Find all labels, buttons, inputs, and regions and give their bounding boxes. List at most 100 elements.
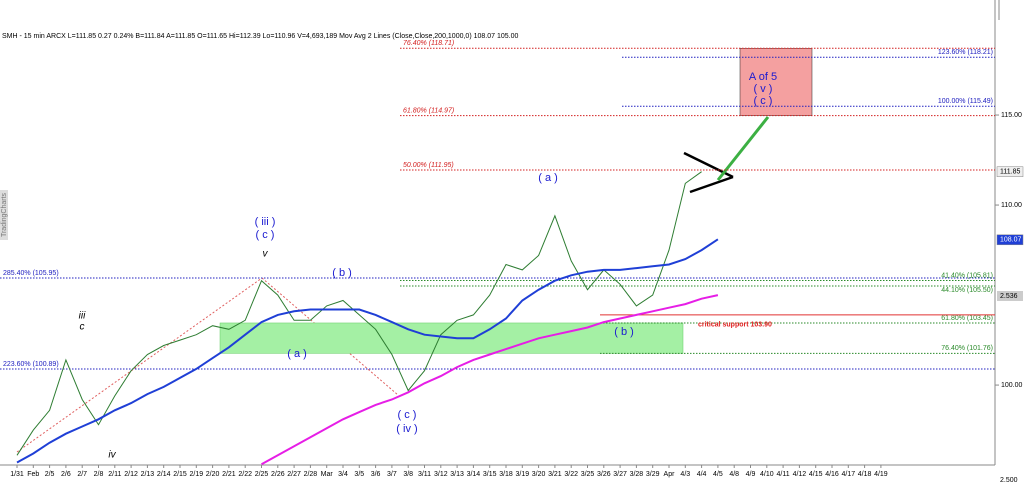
- y-tick-label: 110.00: [1001, 202, 1022, 209]
- price-line: [16, 171, 702, 456]
- ma-line: [261, 294, 719, 466]
- ma-line: [16, 238, 719, 464]
- wave-label: v: [263, 249, 269, 260]
- indicator-scale: 2.500: [1000, 477, 1018, 484]
- x-tick-label: 2/28: [304, 471, 318, 478]
- indicator-tag: [997, 291, 1023, 301]
- x-tick-label: 4/15: [809, 471, 823, 478]
- x-tick-label: 3/14: [467, 471, 481, 478]
- x-tick-label: 4/18: [858, 471, 872, 478]
- x-tick-label: 2/25: [255, 471, 269, 478]
- price-tag-label: 108.07: [1000, 237, 1022, 244]
- level-label: 76.40% (118.71): [403, 40, 454, 47]
- x-tick-label: 4/11: [777, 471, 790, 478]
- x-tick-label: 3/29: [646, 471, 660, 478]
- x-tick-label: 2/12: [124, 471, 138, 478]
- wave-label: ( iii ): [255, 216, 276, 228]
- x-tick-label: 3/8: [403, 471, 413, 478]
- price-tag: [996, 234, 1024, 246]
- x-tick-label: 4/16: [825, 471, 839, 478]
- wave-label: ( a ): [538, 172, 558, 184]
- wave-label: ( v ): [754, 83, 773, 95]
- wave-label: ( b ): [614, 326, 634, 338]
- wave-label: iv: [108, 450, 116, 461]
- side-tab: [0, 190, 8, 240]
- x-tick-label: 3/6: [371, 471, 381, 478]
- y-tick-label: 115.00: [1001, 112, 1022, 119]
- x-tick-label: 2/7: [77, 471, 87, 478]
- level-label: 50.00% (111.95): [403, 162, 454, 169]
- level-label: 223.60% (100.89): [3, 361, 59, 368]
- x-tick-label: 4/8: [729, 471, 739, 478]
- x-tick-label: 2/19: [189, 471, 203, 478]
- x-tick-label: 4/3: [680, 471, 690, 478]
- x-tick-label: 3/26: [597, 471, 611, 478]
- x-tick-label: 4/4: [697, 471, 707, 478]
- wave-label: iii: [79, 311, 86, 322]
- level-label: 41.40% (105.81): [941, 272, 993, 279]
- wave-label: ( b ): [332, 267, 352, 279]
- y-tick-label: 100.00: [1001, 382, 1023, 389]
- x-tick-label: 2/13: [141, 471, 155, 478]
- x-tick-label: 2/5: [45, 471, 55, 478]
- level-label: 100.00% (115.49): [938, 98, 993, 105]
- x-tick-label: 3/7: [387, 471, 397, 478]
- x-tick-label: 3/25: [581, 471, 595, 478]
- level-label: 285.40% (105.95): [3, 270, 59, 277]
- level-label: 61.80% (103.45): [941, 315, 993, 322]
- x-tick-label: 4/12: [793, 471, 807, 478]
- x-tick-label: 3/18: [499, 471, 513, 478]
- wave-label: ( a ): [287, 348, 307, 360]
- x-tick-label: 2/8: [94, 471, 104, 478]
- level-label: 76.40% (101.76): [941, 345, 993, 352]
- x-tick-label: 4/5: [713, 471, 723, 478]
- x-tick-label: 3/19: [515, 471, 529, 478]
- level-label: 123.60% (118.21): [938, 49, 993, 56]
- x-tick-label: 2/21: [222, 471, 236, 478]
- x-tick-label: 3/13: [450, 471, 464, 478]
- x-tick-label: 3/28: [630, 471, 644, 478]
- price-tag: [996, 166, 1024, 177]
- wave-label: ( c ): [398, 409, 417, 421]
- level-label: 61.80% (114.97): [403, 107, 454, 114]
- watermark: TradingCharts: [1, 192, 8, 237]
- x-tick-label: 4/19: [874, 471, 888, 478]
- triangle-line: [689, 175, 734, 194]
- x-tick-label: 3/27: [613, 471, 627, 478]
- x-tick-label: 2/27: [287, 471, 301, 478]
- indicator-label: 2.536: [1000, 293, 1018, 300]
- wave-label: ( c ): [256, 229, 275, 241]
- support-label: critical support 103.90: [698, 322, 772, 329]
- x-tick-label: 2/20: [206, 471, 220, 478]
- wave-label: A of 5: [749, 71, 777, 83]
- wave-label: ( c ): [754, 95, 773, 107]
- x-tick-label: Apr: [664, 471, 676, 478]
- x-tick-label: Mar: [321, 471, 334, 478]
- level-label: 44.10% (105.50): [941, 287, 993, 294]
- x-tick-label: 2/6: [61, 471, 71, 478]
- x-tick-label: 3/5: [354, 471, 364, 478]
- header: SMH - 15 min ARCX L=111.85 0.27 0.24% B=…: [2, 33, 518, 40]
- wave-label: c: [80, 322, 85, 333]
- x-tick-label: 2/11: [108, 471, 121, 478]
- x-tick-label: 3/11: [418, 471, 431, 478]
- x-tick-label: 3/20: [532, 471, 546, 478]
- x-tick-label: 2/14: [157, 471, 171, 478]
- x-tick-label: 3/22: [564, 471, 578, 478]
- x-tick-label: 3/12: [434, 471, 448, 478]
- projection-arrow: [716, 116, 770, 181]
- x-tick-label: 1/31: [10, 471, 24, 478]
- x-tick-label: 3/15: [483, 471, 497, 478]
- price-tag-label: 111.85: [1000, 169, 1020, 176]
- wave-label: ( iv ): [396, 423, 417, 435]
- x-tick-label: 3/4: [338, 471, 348, 478]
- x-tick-label: 2/22: [238, 471, 252, 478]
- x-tick-label: Feb: [27, 471, 39, 478]
- x-tick-label: 4/17: [841, 471, 855, 478]
- x-tick-label: 4/10: [760, 471, 774, 478]
- x-tick-label: 3/21: [548, 471, 562, 478]
- x-tick-label: 2/26: [271, 471, 285, 478]
- x-tick-label: 4/9: [746, 471, 756, 478]
